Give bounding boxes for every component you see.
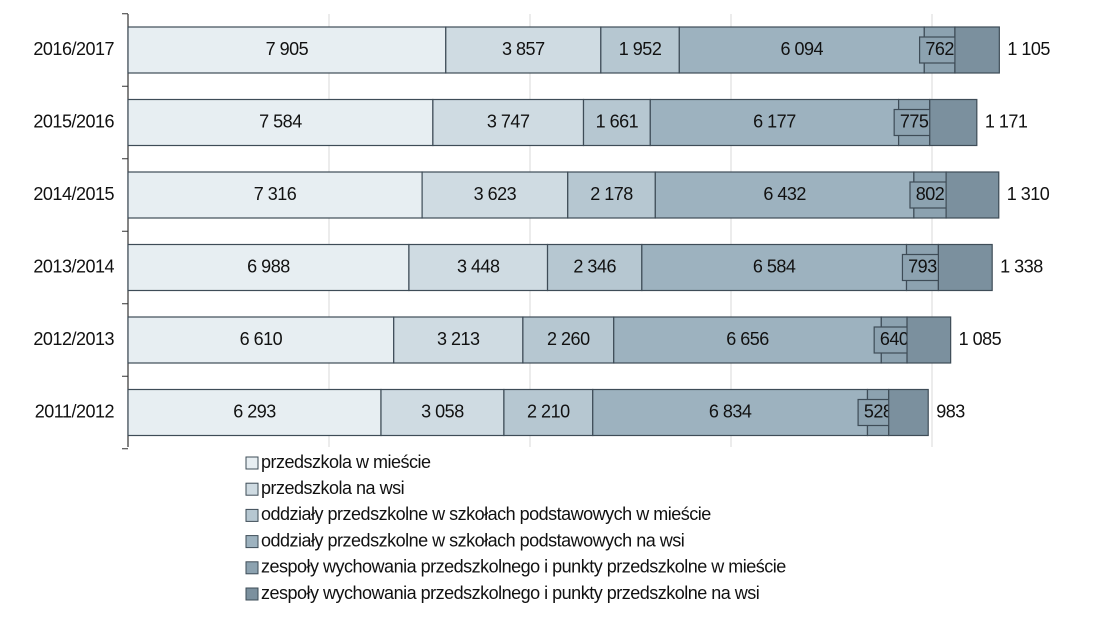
bar-segment (641, 243, 908, 292)
value-label: 3 623 (474, 184, 517, 204)
value-label: 3 857 (502, 39, 545, 59)
value-label: 762 (925, 39, 954, 59)
bar-segment (654, 171, 915, 219)
value-label: 6 584 (753, 256, 796, 276)
legend-label: oddziały przedszkolne w szkołach podstaw… (261, 530, 684, 550)
bar-segment (678, 26, 925, 74)
bar-segment (393, 316, 524, 364)
y-tick-label: 2012/2013 (33, 329, 114, 349)
legend-swatch (245, 587, 259, 601)
y-tick-label: 2016/2017 (33, 39, 114, 59)
bar-segment (592, 388, 869, 437)
value-label: 3 213 (437, 329, 480, 349)
bar-segment (613, 316, 882, 364)
bar-segment (929, 98, 978, 147)
legend-swatch (245, 561, 259, 575)
value-label: 640 (880, 329, 909, 349)
value-label: 7 584 (259, 111, 302, 131)
label-box (918, 36, 961, 64)
value-label: 802 (916, 184, 945, 204)
bar-segment (937, 243, 993, 292)
legend-label: oddziały przedszkolne w szkołach podstaw… (261, 504, 711, 524)
value-label: 7 905 (266, 39, 309, 59)
legend-swatch (245, 456, 259, 470)
value-label: 1 661 (596, 111, 639, 131)
value-label: 2 346 (573, 256, 616, 276)
value-label: 6 834 (709, 401, 752, 421)
value-label: 793 (908, 256, 937, 276)
bar-segment (906, 316, 952, 364)
y-tick-label: 2013/2014 (33, 256, 114, 276)
bar-segment (888, 388, 929, 437)
value-label: 528 (864, 401, 893, 421)
value-label: 1 338 (1000, 256, 1043, 276)
value-label: 6 094 (781, 39, 824, 59)
bar-segment (127, 388, 382, 437)
value-label: 2 178 (590, 184, 633, 204)
value-label: 3 448 (457, 256, 500, 276)
value-label: 1 105 (1007, 39, 1050, 59)
y-tick-label: 2015/2016 (33, 111, 114, 131)
value-label: 2 210 (527, 401, 570, 421)
bar-segment (127, 26, 447, 74)
bar-segment (127, 171, 423, 219)
value-label: 6 610 (240, 329, 283, 349)
legend-swatch (245, 482, 259, 496)
bar-segment (421, 171, 569, 219)
bar-segment (127, 243, 410, 292)
value-label: 3 747 (487, 111, 530, 131)
bar-segment (567, 171, 656, 219)
value-label: 1 310 (1007, 184, 1050, 204)
legend-label: przedszkola w mieście (261, 452, 431, 472)
value-label: 2 260 (547, 329, 590, 349)
value-label: 6 177 (753, 111, 796, 131)
value-label: 6 988 (247, 256, 290, 276)
value-label: 3 058 (421, 401, 464, 421)
value-label: 983 (936, 401, 965, 421)
value-label: 6 293 (233, 401, 276, 421)
bar-segment (522, 316, 615, 364)
value-label: 6 656 (726, 329, 769, 349)
label-box (909, 181, 951, 209)
bar-segment (127, 316, 395, 364)
y-tick-label: 2011/2012 (35, 401, 115, 421)
legend-label: przedszkola na wsi (261, 478, 404, 498)
legend-label: zespoły wychowania przedszkolnego i punk… (261, 557, 786, 577)
bar-segment (546, 243, 643, 292)
value-label: 7 316 (254, 184, 297, 204)
value-label: 1 952 (619, 39, 662, 59)
bar-segment (954, 26, 1000, 74)
legend-swatch (245, 535, 259, 549)
value-label: 1 171 (985, 111, 1028, 131)
legend-swatch (245, 508, 259, 522)
value-label: 1 085 (959, 329, 1002, 349)
value-label: 6 432 (763, 184, 806, 204)
value-label: 775 (900, 111, 929, 131)
bar-segment (380, 388, 505, 437)
legend-label: zespoły wychowania przedszkolnego i punk… (261, 583, 759, 603)
y-tick-label: 2014/2015 (33, 184, 114, 204)
bar-segment (945, 171, 1000, 219)
bar-segment (503, 388, 594, 437)
bar-segment (582, 98, 651, 147)
